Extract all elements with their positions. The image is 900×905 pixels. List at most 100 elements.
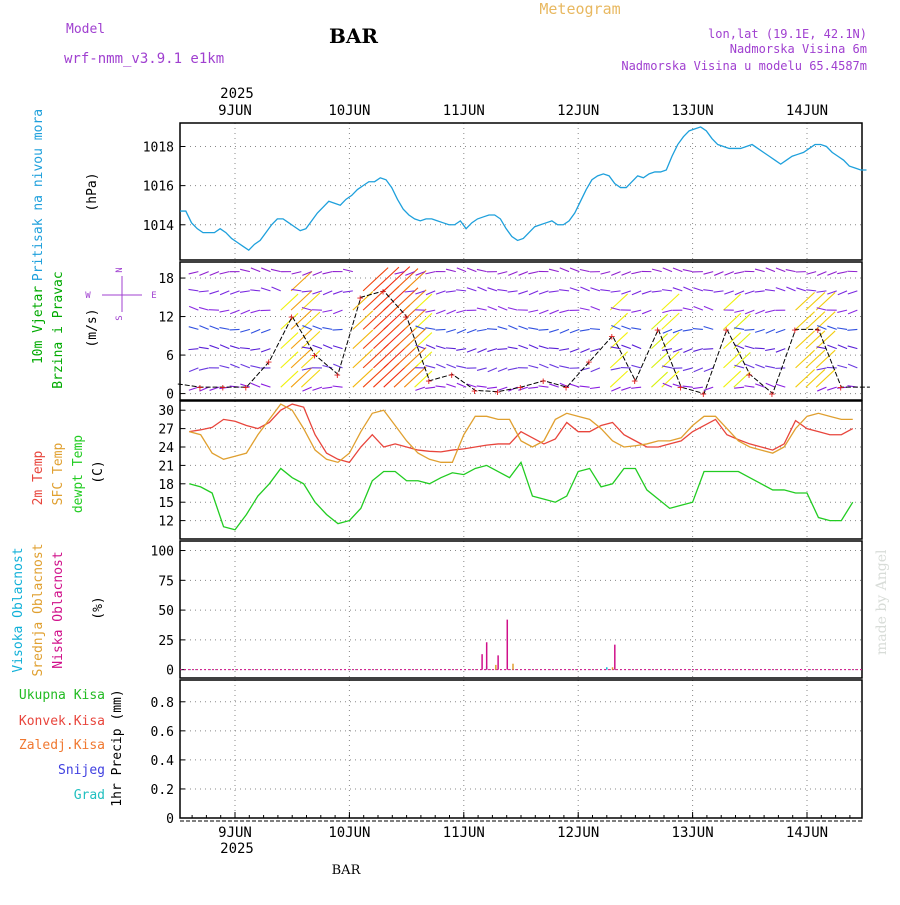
wind-arrow [291, 289, 301, 290]
wind-arrow [333, 329, 343, 330]
precip-ytick-label: 0.4 [151, 754, 175, 769]
wind-arrow [642, 310, 651, 314]
wind-arrow [827, 345, 836, 349]
pressure-ytick-label: 1014 [143, 219, 174, 234]
wind-arrow [662, 366, 672, 368]
wind-arrow [724, 291, 733, 294]
wind-arrow [539, 346, 549, 349]
wind-arrow [323, 345, 332, 349]
wind-arrow [291, 368, 312, 388]
wind-arrow [662, 290, 672, 291]
wind-speed-marker: + [380, 285, 387, 298]
wind-arrow [488, 307, 497, 311]
pressure-ylabel: Pritisak na nivou mora [31, 109, 46, 281]
cloud-ytick-label: 0 [166, 664, 174, 679]
wind-arrow [446, 348, 456, 349]
bottom-day-label: 13JUN [672, 825, 714, 841]
wind-arrow [683, 270, 693, 272]
wind-arrow [601, 272, 611, 275]
station-title: BAR [329, 24, 378, 48]
wind-arrow [518, 291, 527, 294]
wind-arrow [549, 348, 559, 349]
wind-arrow [591, 307, 600, 311]
wind-arrow [189, 272, 199, 274]
wind-arrow [559, 349, 569, 351]
wind-arrow [230, 310, 239, 314]
wind-arrow [611, 368, 621, 370]
wind-arrow [457, 268, 466, 272]
temp-line-1 [189, 404, 853, 462]
temperature-ytick-label: 12 [158, 515, 174, 530]
temperature-ytick-label: 18 [158, 478, 174, 493]
wind-arrow [816, 350, 835, 368]
wind-arrow [323, 291, 332, 295]
wind-arrow [755, 348, 765, 349]
wind-arrow [404, 328, 426, 348]
wind-arrow [631, 272, 641, 274]
wind-speed-marker: + [540, 375, 547, 388]
wind-arrow [467, 268, 476, 272]
wind-arrow [848, 364, 857, 368]
wind-arrow [189, 289, 199, 290]
precip-ytick-label: 0 [166, 812, 174, 827]
wind-arrow [199, 307, 209, 310]
wind-speed-marker: + [814, 323, 821, 336]
wind-arrow [210, 345, 219, 348]
model-elevation-label: Nadmorska Visina u modelu 65.4587m [621, 59, 867, 73]
wind-speed-marker: + [654, 323, 661, 336]
wind-arrow [518, 345, 527, 348]
wind-arrow [806, 290, 816, 291]
top-year-label: 2025 [220, 86, 254, 102]
wind-arrow [827, 387, 837, 390]
wind-arrow [817, 291, 827, 292]
wind-arrow [281, 371, 298, 387]
wind-arrow [261, 288, 271, 291]
wind-arrow [827, 272, 836, 276]
wind-arrow [703, 349, 713, 350]
wind-arrow [549, 269, 559, 271]
wind-arrow [230, 329, 240, 330]
wind-speed-marker: + [586, 355, 593, 368]
wind-arrow [693, 288, 702, 291]
wind-arrow [766, 329, 775, 333]
wind-arrow [723, 294, 740, 310]
wind-speed-marker: + [723, 323, 730, 336]
wind-arrow [436, 346, 446, 349]
wind-arrow [683, 287, 692, 291]
wind-speed-marker: + [425, 375, 432, 388]
wind-arrow [508, 347, 518, 349]
sfctemp-ylabel: SFC Temp [51, 443, 66, 506]
wind-speed-marker: + [471, 384, 478, 397]
wind-arrow [271, 269, 281, 271]
wind-arrow [189, 306, 198, 310]
wind-arrow [281, 294, 298, 310]
wind-arrow [404, 271, 426, 291]
wind-arrow [838, 345, 847, 349]
wind-arrow [766, 268, 775, 272]
wind-arrow [447, 310, 456, 314]
temperature-ytick-label: 30 [158, 404, 174, 419]
elevation-label: Nadmorska Visina 6m [730, 42, 867, 56]
wind-arrow [662, 310, 672, 312]
wind-arrow [446, 269, 456, 271]
wind-arrow [219, 310, 229, 312]
wind-arrow [251, 329, 260, 333]
wind-arrow [189, 368, 198, 372]
wind-speed-marker: + [197, 381, 204, 394]
wind-arrow [734, 272, 744, 274]
cloud-ytick-label: 100 [151, 545, 174, 560]
time-axis: 9JUN9JUN10JUN10JUN11JUN11JUN12JUN12JUN13… [180, 103, 862, 841]
wind-arrow [518, 326, 527, 329]
wind-arrow [662, 332, 679, 348]
wind-arrow [766, 383, 775, 387]
wind-arrow [683, 386, 693, 387]
wind-arrow [539, 310, 548, 314]
wind-arrow [539, 364, 548, 368]
pressure-ytick-label: 1018 [143, 140, 174, 155]
wind-arrow [251, 383, 260, 387]
wind-arrow [704, 272, 714, 275]
wind-arrow [333, 310, 342, 314]
precip-legend-frz: Zaledj.Kisa [19, 738, 105, 753]
wind-speed-marker: + [700, 388, 707, 401]
